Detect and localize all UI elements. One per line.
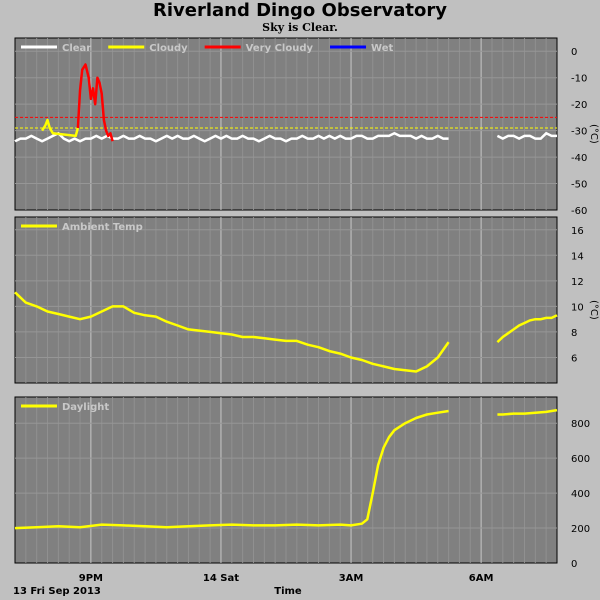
y-tick-label: -30 <box>571 127 587 138</box>
series-line <box>41 118 80 138</box>
y-tick-label: 14 <box>571 251 584 262</box>
y-tick-label: 200 <box>571 524 590 535</box>
y-axis-label: (°C) <box>588 124 599 144</box>
series-line <box>497 408 558 416</box>
x-tick-label: 6AM <box>469 573 494 584</box>
y-tick-label: 600 <box>571 454 590 465</box>
panel-3: 800 600 400 200 0 Daylight <box>14 396 590 570</box>
y-tick-label: -60 <box>571 206 587 217</box>
legend-label: Cloudy <box>149 43 188 54</box>
date-label: 13 Fri Sep 2013 <box>13 586 101 597</box>
legend-label: Very Cloudy <box>246 43 314 54</box>
y-tick-label: 800 <box>571 419 590 430</box>
series-line <box>76 63 114 142</box>
legend-label: Daylight <box>62 402 109 413</box>
legend-label: Wet <box>371 43 393 54</box>
series-line <box>496 314 558 344</box>
panel-2: 16 14 12 10 8 6 (°C) Ambient Temp <box>14 216 599 384</box>
x-tick-label: 9PM <box>79 573 103 584</box>
series-line <box>14 291 450 373</box>
y-axis-label: (°C) <box>588 300 599 320</box>
y-tick-label: 16 <box>571 226 584 237</box>
y-tick-label: 12 <box>571 277 584 288</box>
chart-subtitle: Sky is Clear. <box>262 21 338 34</box>
panel-1: 0 -10 -20 -30 -40 -50 -60 (°C) Clear Cloudy Very C… <box>14 37 599 217</box>
y-tick-label: 400 <box>571 489 590 500</box>
legend-label: Ambient Temp <box>62 222 143 233</box>
y-tick-label: 8 <box>571 328 577 339</box>
y-tick-label: 0 <box>571 559 577 570</box>
y-tick-label: 6 <box>571 353 577 364</box>
y-tick-label: -50 <box>571 180 587 191</box>
legend-label: Clear <box>62 43 91 54</box>
x-tick-label: 14 Sat <box>203 573 239 584</box>
series-line <box>14 132 449 143</box>
chart-title: Riverland Dingo Observatory <box>152 0 448 21</box>
x-tick-label: 3AM <box>339 573 364 584</box>
y-tick-label: -40 <box>571 153 587 164</box>
series-line <box>14 409 449 530</box>
x-axis-label: Time <box>274 586 302 597</box>
y-tick-label: -20 <box>571 100 587 111</box>
y-tick-label: 10 <box>571 302 584 313</box>
y-tick-label: 0 <box>571 47 577 58</box>
y-tick-label: -10 <box>571 74 587 85</box>
series-line <box>496 131 557 140</box>
